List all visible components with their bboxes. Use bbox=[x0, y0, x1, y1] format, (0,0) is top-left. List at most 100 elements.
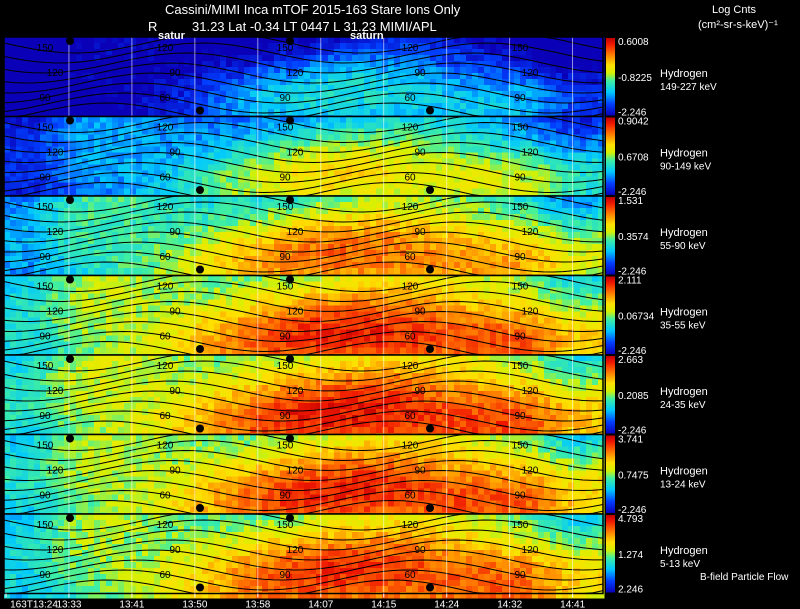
contour-label: 120 bbox=[522, 227, 539, 238]
saturn-marker bbox=[66, 275, 74, 284]
contour-label: 120 bbox=[522, 466, 539, 477]
contour-label: 150 bbox=[512, 202, 529, 213]
contour-line bbox=[3, 221, 603, 243]
contour-label: 150 bbox=[277, 441, 294, 452]
contour-line bbox=[3, 459, 603, 482]
contour-label: 90 bbox=[514, 173, 526, 184]
contour-label: 150 bbox=[277, 123, 294, 134]
saturn-marker bbox=[66, 196, 74, 204]
contour-label: 120 bbox=[402, 43, 419, 54]
contour-label: 90 bbox=[39, 491, 51, 502]
colorbar-min-label: -2.246 bbox=[618, 346, 647, 357]
saturn-marker bbox=[286, 116, 294, 125]
colorbar-mid-label: 0.06734 bbox=[618, 311, 655, 322]
contour-label: 90 bbox=[169, 545, 181, 556]
contour-label: 60 bbox=[159, 570, 171, 581]
contour-label: 90 bbox=[39, 252, 51, 263]
contour-label: 150 bbox=[512, 441, 529, 452]
contour-line bbox=[3, 410, 604, 432]
contour-label: 90 bbox=[169, 466, 181, 477]
saturn-marker bbox=[196, 424, 204, 433]
contour-line bbox=[3, 171, 604, 194]
colorbar bbox=[606, 197, 615, 275]
contour-label: 90 bbox=[279, 332, 291, 343]
grid-lines bbox=[68, 514, 574, 594]
contour-label: 150 bbox=[512, 43, 529, 54]
contour-line bbox=[3, 529, 604, 551]
contour-label: 60 bbox=[404, 93, 416, 104]
contour-lines bbox=[3, 195, 604, 276]
contour-line bbox=[3, 141, 603, 164]
contour-label: 60 bbox=[159, 173, 171, 184]
contour-line bbox=[3, 310, 604, 333]
saturn-marker bbox=[66, 116, 74, 125]
saturn-label: satur bbox=[158, 30, 185, 42]
panel: 150 120 90 120 90 60 150 120 90 120 90 60 150 120 90 1.… bbox=[3, 195, 708, 281]
contour-line bbox=[3, 62, 603, 84]
panel: 150 120 90 120 90 60 150 120 90 120 90 60 150 120 90 0.… bbox=[3, 36, 717, 122]
contour-label: 150 bbox=[37, 43, 54, 54]
saturn-marker bbox=[426, 345, 434, 353]
contour-label: 150 bbox=[37, 202, 54, 213]
saturn-marker bbox=[196, 583, 204, 592]
contour-line bbox=[3, 241, 604, 263]
contour-line bbox=[3, 290, 604, 313]
species-label: Hydrogen bbox=[660, 148, 708, 160]
contour-label: 90 bbox=[279, 570, 291, 581]
saturn-marker bbox=[196, 265, 204, 274]
x-tick-label: 14:07 bbox=[308, 600, 333, 609]
colorbar-max-label: 2.111 bbox=[618, 276, 642, 287]
colorbar-min-label: -2.246 bbox=[618, 505, 647, 516]
contour-line bbox=[3, 330, 604, 353]
saturn-marker bbox=[286, 275, 294, 284]
contour-line bbox=[3, 300, 603, 323]
colorbar bbox=[606, 356, 615, 434]
contour-line bbox=[3, 539, 603, 561]
contour-line bbox=[3, 211, 604, 233]
contour-label: 90 bbox=[39, 570, 51, 581]
colorbar-max-label: 0.6008 bbox=[618, 37, 649, 48]
contour-label: 120 bbox=[287, 148, 304, 159]
contour-label: 150 bbox=[512, 361, 529, 372]
orbit-info: 31.23 Lat -0.34 LT 0447 L 31.23 MIMI/APL bbox=[192, 19, 437, 34]
contour-label: 90 bbox=[514, 411, 526, 422]
grid-lines bbox=[68, 196, 574, 276]
saturn-marker bbox=[426, 504, 434, 512]
contour-line bbox=[3, 559, 604, 581]
panel-frame bbox=[3, 513, 604, 595]
energy-label: 35-55 keV bbox=[660, 321, 706, 332]
contour-label: 90 bbox=[414, 68, 426, 79]
r-label: R bbox=[148, 19, 158, 34]
contour-line bbox=[3, 390, 604, 412]
saturn-marker bbox=[426, 186, 434, 194]
contour-label: 90 bbox=[514, 93, 526, 104]
colorbar-mid-label: -0.8225 bbox=[618, 73, 652, 84]
contour-label: 120 bbox=[402, 202, 419, 213]
colorbar bbox=[606, 515, 615, 593]
colorbar-max-label: 0.9042 bbox=[618, 117, 649, 128]
contour-label: 90 bbox=[514, 570, 526, 581]
contour-line bbox=[3, 400, 604, 422]
energy-label: 5-13 keV bbox=[660, 559, 700, 570]
saturn-marker bbox=[286, 434, 294, 443]
colorbar-max-label: 4.793 bbox=[618, 514, 643, 525]
contour-label: 120 bbox=[402, 520, 419, 531]
saturn-marker bbox=[286, 37, 294, 45]
contour-label: 150 bbox=[277, 202, 294, 213]
x-tick-label: 14:15 bbox=[371, 600, 396, 609]
contour-label: 120 bbox=[402, 123, 419, 134]
saturn-marker bbox=[196, 345, 204, 353]
contour-line bbox=[3, 469, 604, 492]
contour-line bbox=[3, 161, 604, 184]
contour-label: 90 bbox=[514, 491, 526, 502]
saturn-marker bbox=[66, 355, 74, 363]
contour-label: 120 bbox=[157, 361, 174, 372]
grid-lines bbox=[68, 275, 574, 355]
contour-label: 120 bbox=[522, 386, 539, 397]
grid-lines bbox=[68, 37, 574, 117]
contour-label: 120 bbox=[157, 43, 174, 54]
saturn-marker bbox=[286, 514, 294, 522]
contour-line bbox=[3, 380, 603, 402]
contour-label: 150 bbox=[37, 282, 54, 293]
contour-label: 120 bbox=[47, 386, 64, 397]
